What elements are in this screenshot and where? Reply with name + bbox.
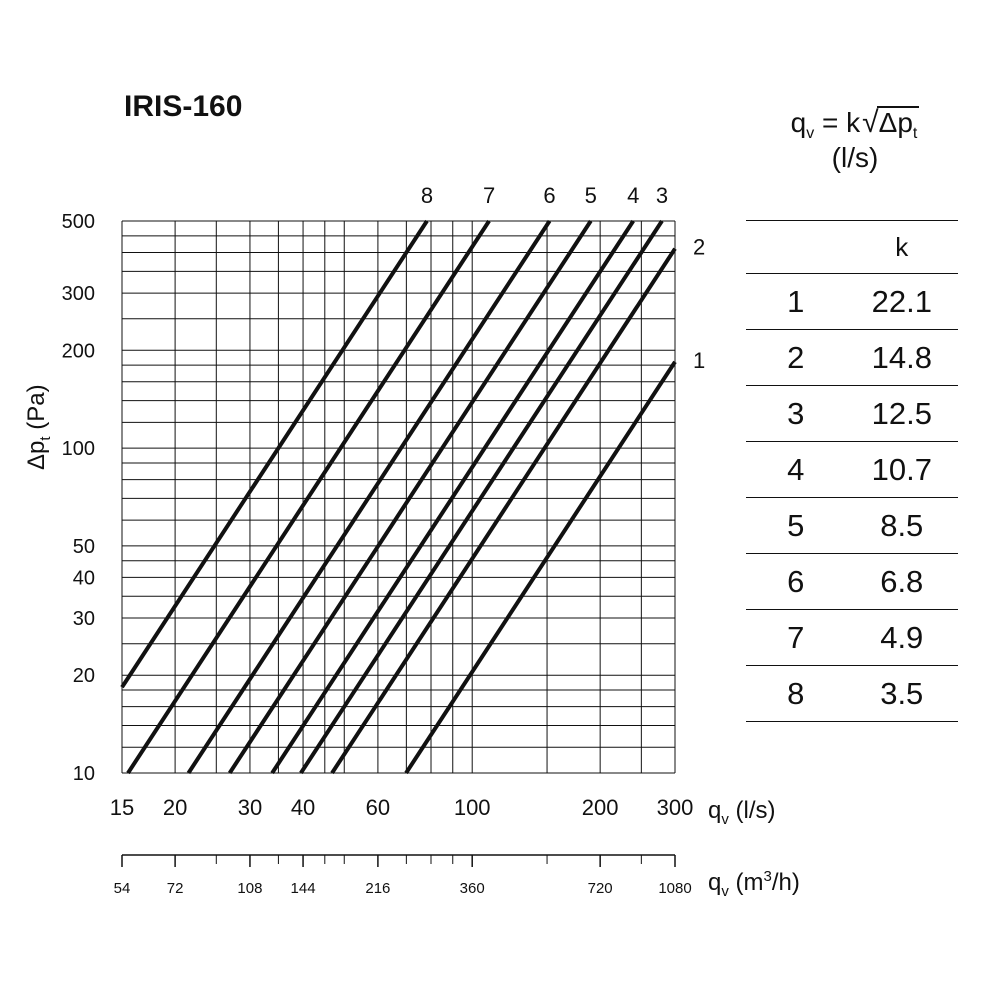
k-table-row: 3 12.5 bbox=[746, 385, 958, 442]
series-label: 7 bbox=[483, 183, 495, 208]
k-table-curve-id: 6 bbox=[746, 553, 846, 610]
series-label: 6 bbox=[543, 183, 555, 208]
series-label: 8 bbox=[421, 183, 433, 208]
series-label: 5 bbox=[585, 183, 597, 208]
k-table-header: k bbox=[845, 220, 958, 274]
series-label: 2 bbox=[693, 235, 705, 260]
series-line-7 bbox=[126, 219, 491, 775]
k-table-k-value: 8.5 bbox=[845, 497, 958, 554]
formula: qv = k√Δpt (l/s) bbox=[740, 106, 970, 173]
series-label: 1 bbox=[693, 348, 705, 373]
y-axis-label: Δpt (Pa) bbox=[23, 384, 54, 470]
y-tick-label: 20 bbox=[73, 665, 95, 687]
formula-rad-sub: t bbox=[912, 125, 918, 142]
k-table-curve-id: 1 bbox=[746, 273, 846, 330]
series-line-5 bbox=[228, 219, 593, 775]
sqrt-sign-icon: √ bbox=[862, 106, 879, 139]
series-line-1 bbox=[404, 360, 677, 775]
y-tick-label: 200 bbox=[62, 340, 95, 362]
formula-lhs: q bbox=[790, 107, 807, 138]
chart-title: IRIS-160 bbox=[124, 90, 243, 123]
x-tick-label: 40 bbox=[291, 795, 315, 820]
k-table-curve-id: 5 bbox=[746, 497, 846, 554]
k-table-row: 4 10.7 bbox=[746, 441, 958, 498]
formula-lhs-sub: v bbox=[806, 125, 815, 142]
secondary-tick-label: 108 bbox=[237, 880, 262, 897]
k-table-row: 2 14.8 bbox=[746, 329, 958, 386]
x-tick-label: 20 bbox=[163, 795, 187, 820]
series-line-2 bbox=[330, 247, 677, 775]
secondary-tick-label: 360 bbox=[460, 880, 485, 897]
y-tick-label: 100 bbox=[62, 438, 95, 460]
series-line-8 bbox=[120, 219, 429, 689]
k-table-k-value: 22.1 bbox=[845, 273, 958, 330]
k-table-row: 1 22.1 bbox=[746, 273, 958, 330]
x-tick-label: 15 bbox=[110, 795, 134, 820]
formula-rad-body: Δp bbox=[878, 107, 913, 138]
k-table-curve-id: 8 bbox=[746, 665, 846, 722]
y-tick-label: 300 bbox=[62, 283, 95, 305]
formula-eq: = k bbox=[822, 107, 861, 138]
k-table-row: 7 4.9 bbox=[746, 609, 958, 666]
k-table-k-value: 4.9 bbox=[845, 609, 958, 666]
y-tick-label: 50 bbox=[73, 536, 95, 558]
k-table-row: 5 8.5 bbox=[746, 497, 958, 554]
secondary-tick-label: 720 bbox=[588, 880, 613, 897]
y-tick-label: 40 bbox=[73, 567, 95, 589]
k-table-row: 8 3.5 bbox=[746, 665, 958, 722]
x-tick-label: 200 bbox=[582, 795, 619, 820]
k-table-curve-id: 3 bbox=[746, 385, 846, 442]
x-axis-label: qv (l/s) bbox=[708, 797, 776, 828]
k-table-k-value: 14.8 bbox=[845, 329, 958, 386]
x-tick-label: 300 bbox=[657, 795, 694, 820]
series-line-6 bbox=[186, 219, 552, 775]
k-table-k-value: 3.5 bbox=[845, 665, 958, 722]
x-tick-label: 60 bbox=[366, 795, 390, 820]
series-label: 4 bbox=[627, 183, 639, 208]
secondary-tick-label: 72 bbox=[167, 880, 184, 897]
secondary-tick-label: 54 bbox=[114, 880, 131, 897]
k-table-header-blank bbox=[746, 220, 846, 274]
secondary-tick-label: 1080 bbox=[658, 880, 691, 897]
formula-line: qv = k√Δpt bbox=[740, 106, 970, 143]
k-table-header-row: k bbox=[746, 220, 958, 274]
k-table-curve-id: 2 bbox=[746, 329, 846, 386]
secondary-axis-label: qv (m3/h) bbox=[708, 868, 800, 900]
y-tick-label: 30 bbox=[73, 608, 95, 630]
formula-unit: (l/s) bbox=[831, 141, 879, 173]
formula-radicand: Δpt bbox=[876, 106, 920, 143]
k-table-k-value: 6.8 bbox=[845, 553, 958, 610]
series-label: 3 bbox=[656, 183, 668, 208]
secondary-tick-label: 144 bbox=[291, 880, 316, 897]
x-tick-label: 30 bbox=[238, 795, 262, 820]
y-tick-label: 10 bbox=[73, 763, 95, 785]
series-line-3 bbox=[299, 219, 664, 775]
k-table-curve-id: 4 bbox=[746, 441, 846, 498]
k-table-row: 6 6.8 bbox=[746, 553, 958, 610]
k-table-k-value: 12.5 bbox=[845, 385, 958, 442]
series-line-4 bbox=[270, 219, 635, 775]
x-tick-label: 100 bbox=[454, 795, 491, 820]
secondary-tick-label: 216 bbox=[365, 880, 390, 897]
k-table: k 1 22.1 2 14.8 3 12.5 4 10.7 5 8.5 6 6.8 7 4.9 8 3.5 bbox=[746, 220, 958, 722]
k-table-curve-id: 7 bbox=[746, 609, 846, 666]
y-tick-label: 500 bbox=[62, 211, 95, 233]
k-table-k-value: 10.7 bbox=[845, 441, 958, 498]
